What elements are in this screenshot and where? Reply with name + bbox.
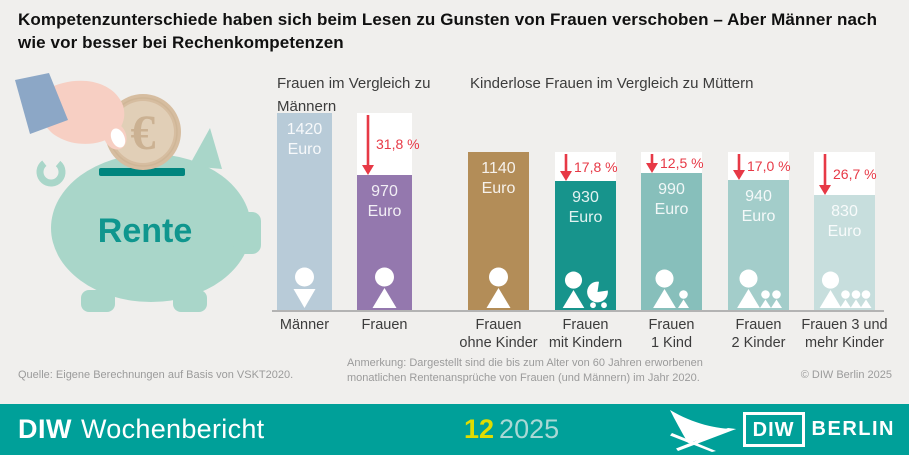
page-title: Kompetenzunterschiede haben sich beim Le… <box>18 10 878 53</box>
bar-axis-label: Männer <box>279 317 330 333</box>
bar-axis-label: Frauen 3 und mehr Kinder <box>801 317 888 352</box>
bar-frauen-2-kinder: 940 Euro <box>728 180 789 310</box>
bar-axis-label: Frauen <box>361 317 408 333</box>
thumb-nail <box>110 128 126 148</box>
logo-berlin-text: BERLIN <box>811 418 895 440</box>
woman-icon <box>486 267 511 308</box>
pig-tail-icon <box>36 157 66 187</box>
pig-body <box>51 154 251 302</box>
annotation-note: Anmerkung: Dargestellt sind die bis zum … <box>347 356 703 387</box>
drop-arrow-icon <box>733 154 745 180</box>
brand-wochenbericht: Wochenbericht <box>80 414 265 444</box>
bar-frauen: 970 Euro <box>357 175 412 310</box>
woman-icon <box>372 267 397 308</box>
man-icon <box>293 267 316 308</box>
group-title-frauen-maenner: Frauen im Vergleich zu Männern <box>277 75 431 115</box>
bar-axis-label: Frauen 2 Kinder <box>731 317 786 352</box>
logo-diw-box: DIW <box>742 412 805 447</box>
drop-arrow-icon <box>646 154 658 173</box>
percent-drop-label: 12,5 % <box>660 154 704 171</box>
rente-label: Rente <box>98 212 192 250</box>
bar-axis-label: Frauen mit Kindern <box>548 317 623 352</box>
bar-frauen-ohne-kinder: 1140 Euro <box>468 152 529 310</box>
bar-frauen-3-und-mehr-kinder: 830 Euro <box>814 195 875 310</box>
pig-snout <box>233 212 261 254</box>
annotation-line-1: Anmerkung: Dargestellt sind die bis zum … <box>347 357 703 369</box>
bar-value-label: 930 Euro <box>568 189 603 226</box>
publication-brand: DIW Wochenbericht <box>18 404 264 455</box>
annotation-line-2: monatlichen Rentenansprüche von Frauen (… <box>347 372 700 385</box>
bar-maenner: 1420 Euro <box>277 113 332 310</box>
bar-value-label: 1420 Euro <box>286 121 323 158</box>
sleeve <box>15 73 68 134</box>
chart-baseline <box>272 310 884 312</box>
bar-value-label: 830 Euro <box>827 203 862 240</box>
bottom-banner: DIW Wochenbericht 12 2025 DIW BERLIN <box>0 404 909 455</box>
woman-2children-icon <box>737 269 782 308</box>
percent-drop-label: 31,8 % <box>376 136 420 152</box>
bar-frauen-1-kind: 990 Euro <box>641 173 702 310</box>
coin-slot <box>99 168 185 176</box>
issue-label: 12 2025 <box>464 404 559 455</box>
percent-drop-box: 17,8 % <box>555 152 618 181</box>
bar-value-label: 990 Euro <box>654 181 689 218</box>
bar-value-label: 1140 Euro <box>481 160 516 197</box>
piggy-bank-illustration: Rente € <box>15 73 261 312</box>
bar-frauen-mit-kindern: 930 Euro <box>555 181 616 310</box>
drop-arrow-icon <box>819 154 831 195</box>
pig-ear-icon <box>189 128 222 169</box>
drop-arrow-icon <box>560 154 572 181</box>
brand-diw: DIW <box>18 414 72 444</box>
issue-year: 2025 <box>499 414 560 444</box>
woman-stroller-icon <box>562 271 608 309</box>
euro-symbol: € <box>131 104 156 160</box>
pig-leg <box>173 290 207 312</box>
bar-value-label: 970 Euro <box>367 183 402 220</box>
issue-number: 12 <box>464 414 495 444</box>
woman-1child-icon <box>653 269 689 308</box>
percent-drop-label: 17,8 % <box>574 158 618 175</box>
pig-leg <box>81 290 115 312</box>
percent-drop-box: 26,7 % <box>814 152 877 195</box>
bar-value-label: 940 Euro <box>741 188 776 225</box>
bar-axis-label: Frauen ohne Kinder <box>459 317 538 352</box>
group-title-kinderlose-muetter: Kinderlose Frauen im Vergleich zu Mütter… <box>470 75 754 92</box>
woman-3children-icon <box>819 271 872 308</box>
percent-drop-label: 17,0 % <box>747 158 791 174</box>
percent-drop-box: 31,8 % <box>357 113 420 175</box>
hand-icon <box>15 73 127 150</box>
diw-swoosh-icon <box>669 410 736 452</box>
copyright-note: © DIW Berlin 2025 <box>800 369 892 381</box>
percent-drop-label: 26,7 % <box>833 165 877 182</box>
source-note: Quelle: Eigene Berechnungen auf Basis vo… <box>18 369 294 381</box>
diw-berlin-logo: DIW BERLIN <box>669 404 895 455</box>
drop-arrow-icon <box>362 115 374 175</box>
bar-axis-label: Frauen 1 Kind <box>648 317 695 352</box>
percent-drop-box: 12,5 % <box>641 152 704 173</box>
percent-drop-box: 17,0 % <box>728 152 791 180</box>
